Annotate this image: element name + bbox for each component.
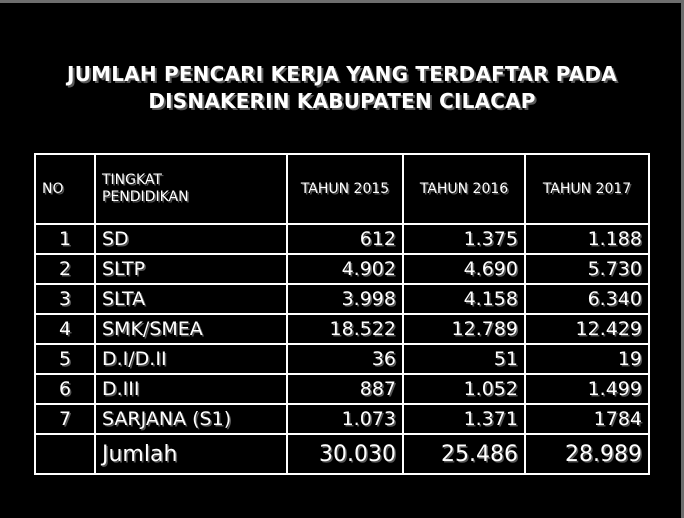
title-line-2: DISNAKERIN KABUPATEN CILACAP <box>148 89 536 113</box>
row-value-2017: 1.499 <box>524 373 650 405</box>
header-no: NO <box>34 153 96 225</box>
header-tahun-2016: TAHUN 2016 <box>402 153 526 225</box>
total-label: Jumlah <box>94 433 288 475</box>
row-value-2015: 3.998 <box>286 283 404 315</box>
total-value-2015: 30.030 <box>286 433 404 475</box>
row-no: 1 <box>34 223 96 255</box>
row-value-2017: 12.429 <box>524 313 650 345</box>
header-tingkat-pendidikan: TINGKAT PENDIDIKAN <box>94 153 288 225</box>
row-value-2016: 12.789 <box>402 313 526 345</box>
table-row: 4 SMK/SMEA 18.522 12.789 12.429 <box>34 313 650 345</box>
table-row: 7 SARJANA (S1) 1.073 1.371 1784 <box>34 403 650 435</box>
row-level: D.I/D.II <box>94 343 288 375</box>
row-level: SLTA <box>94 283 288 315</box>
row-no: 4 <box>34 313 96 345</box>
row-value-2015: 1.073 <box>286 403 404 435</box>
table-header-row: NO TINGKAT PENDIDIKAN TAHUN 2015 TAHUN 2… <box>34 153 650 225</box>
total-value-2016: 25.486 <box>402 433 526 475</box>
row-no: 6 <box>34 373 96 405</box>
row-no: 2 <box>34 253 96 285</box>
row-level: SLTP <box>94 253 288 285</box>
table-row: 5 D.I/D.II 36 51 19 <box>34 343 650 375</box>
row-value-2015: 4.902 <box>286 253 404 285</box>
row-value-2015: 887 <box>286 373 404 405</box>
row-value-2015: 612 <box>286 223 404 255</box>
table-row: 6 D.III 887 1.052 1.499 <box>34 373 650 405</box>
row-value-2016: 51 <box>402 343 526 375</box>
total-value-2017: 28.989 <box>524 433 650 475</box>
row-level: SMK/SMEA <box>94 313 288 345</box>
total-no-empty <box>34 433 96 475</box>
row-no: 3 <box>34 283 96 315</box>
title-line-1: JUMLAH PENCARI KERJA YANG TERDAFTAR PADA <box>67 62 617 86</box>
row-value-2017: 1.188 <box>524 223 650 255</box>
table-row: 3 SLTA 3.998 4.158 6.340 <box>34 283 650 315</box>
table-total-row: Jumlah 30.030 25.486 28.989 <box>34 433 650 475</box>
table-row: 2 SLTP 4.902 4.690 5.730 <box>34 253 650 285</box>
row-value-2016: 4.690 <box>402 253 526 285</box>
row-value-2017: 1784 <box>524 403 650 435</box>
job-seekers-table: NO TINGKAT PENDIDIKAN TAHUN 2015 TAHUN 2… <box>34 153 650 475</box>
row-value-2015: 36 <box>286 343 404 375</box>
row-value-2017: 19 <box>524 343 650 375</box>
row-level: D.III <box>94 373 288 405</box>
table-row: 1 SD 612 1.375 1.188 <box>34 223 650 255</box>
row-value-2017: 6.340 <box>524 283 650 315</box>
row-level: SARJANA (S1) <box>94 403 288 435</box>
row-value-2016: 1.052 <box>402 373 526 405</box>
row-value-2016: 1.375 <box>402 223 526 255</box>
header-tingkat-line-1: TINGKAT <box>102 172 162 188</box>
row-no: 7 <box>34 403 96 435</box>
row-no: 5 <box>34 343 96 375</box>
row-value-2017: 5.730 <box>524 253 650 285</box>
row-value-2016: 1.371 <box>402 403 526 435</box>
row-value-2015: 18.522 <box>286 313 404 345</box>
header-tingkat-line-2: PENDIDIKAN <box>102 189 189 205</box>
row-value-2016: 4.158 <box>402 283 526 315</box>
header-tahun-2015: TAHUN 2015 <box>286 153 404 225</box>
row-level: SD <box>94 223 288 255</box>
header-tahun-2017: TAHUN 2017 <box>524 153 650 225</box>
